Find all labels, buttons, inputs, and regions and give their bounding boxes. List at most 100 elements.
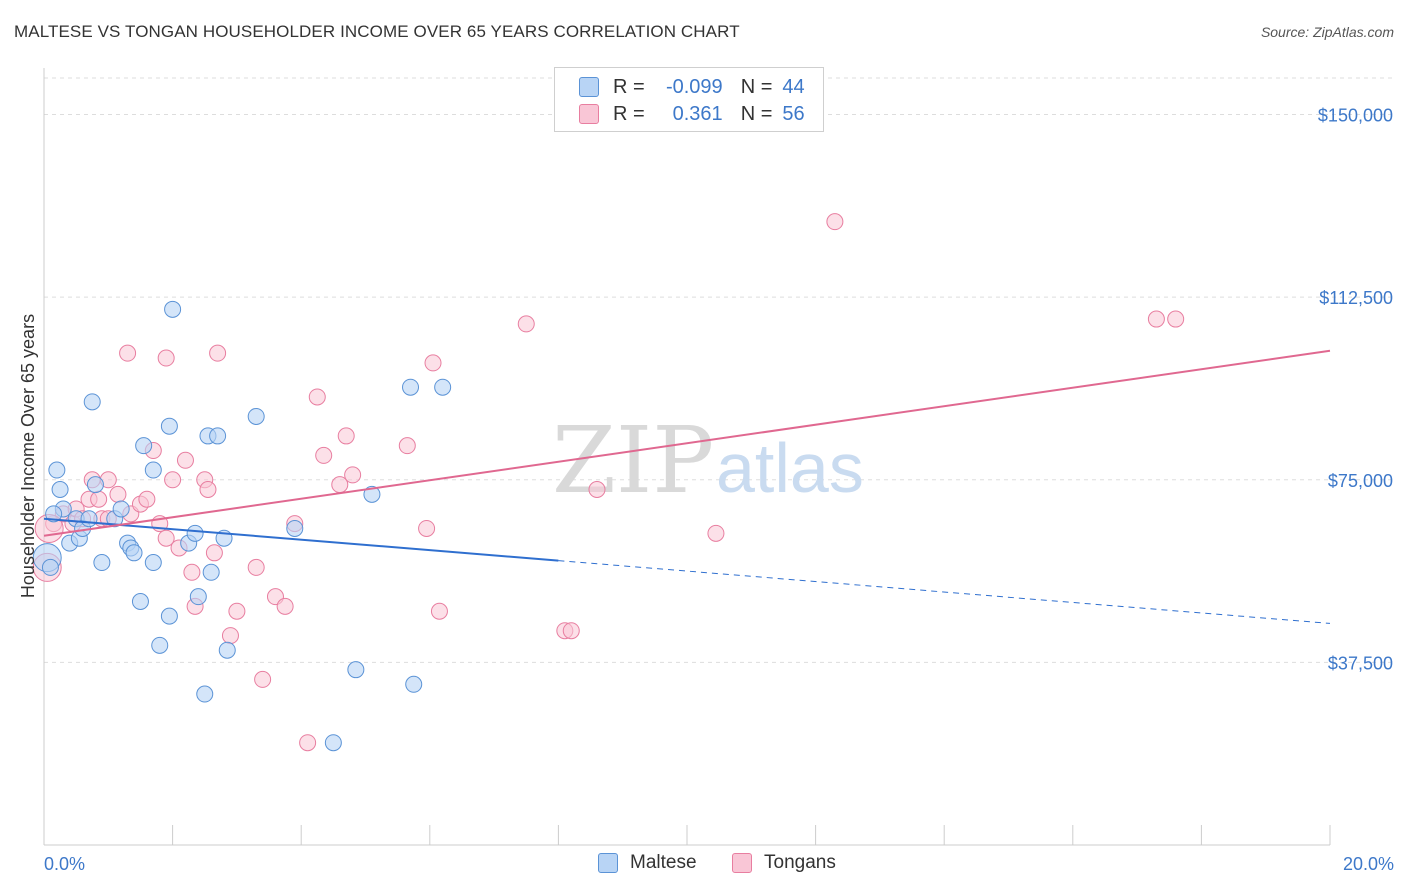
watermark-zip: ZIP <box>552 407 714 514</box>
y-tick-label: $75,000 <box>1328 471 1393 491</box>
tongans-swatch <box>732 853 752 873</box>
tongan-point <box>517 315 535 333</box>
tongan-point <box>562 622 580 640</box>
maltese-point <box>363 485 381 503</box>
maltese-point <box>286 519 304 537</box>
maltese-point <box>164 300 182 318</box>
tongan-point <box>228 602 246 620</box>
n-value: 56 <box>782 102 805 125</box>
tongan-point <box>119 344 137 362</box>
maltese-point <box>434 378 452 396</box>
maltese-point <box>144 554 162 572</box>
trend-lines <box>43 349 1331 624</box>
maltese-point <box>196 685 214 703</box>
x-tick-label-min: 0.0% <box>44 854 85 874</box>
maltese-trend-line <box>43 517 559 562</box>
maltese-point <box>189 588 207 606</box>
tongan-point <box>176 451 194 469</box>
tongan-point <box>247 558 265 576</box>
y-tick-label: $150,000 <box>1318 106 1393 126</box>
maltese-trend-extension <box>558 560 1331 624</box>
tongan-point <box>430 602 448 620</box>
tongan-point <box>315 446 333 464</box>
legend-item-maltese: Maltese <box>598 852 697 874</box>
tongan-point <box>707 524 725 542</box>
legend-item-tongans: Tongans <box>732 852 836 874</box>
maltese-point <box>218 641 236 659</box>
maltese-point <box>186 524 204 542</box>
maltese-point <box>160 607 178 625</box>
y-tick-label: $112,500 <box>1319 288 1393 308</box>
tongan-point <box>1147 310 1165 328</box>
tongan-point <box>826 213 844 231</box>
tongan-point <box>254 670 272 688</box>
maltese-point <box>51 481 69 499</box>
tongan-point <box>276 597 294 615</box>
tongan-point <box>1167 310 1185 328</box>
maltese-point <box>83 393 101 411</box>
tongan-point <box>398 437 416 455</box>
r-label: R = <box>613 75 645 98</box>
x-tick-label-max: 20.0% <box>1343 854 1394 874</box>
maltese-point <box>86 476 104 494</box>
maltese-point <box>151 636 169 654</box>
axes <box>43 68 1331 846</box>
maltese-point <box>347 661 365 679</box>
maltese-point <box>402 378 420 396</box>
n-value: 44 <box>782 75 805 98</box>
tongan-point <box>424 354 442 372</box>
tongan-point <box>205 544 223 562</box>
watermark-atlas: atlas <box>716 429 864 507</box>
maltese-point <box>48 461 66 479</box>
n-label: N = <box>740 75 773 98</box>
maltese-point <box>93 554 111 572</box>
tongan-point <box>588 481 606 499</box>
tongan-point <box>337 427 355 445</box>
tongan-point <box>199 481 217 499</box>
tongan-point <box>299 734 317 752</box>
maltese-point <box>41 558 59 576</box>
legend-row-tongans: R = 0.361 N = 56 <box>579 102 805 126</box>
tongans-swatch <box>579 104 599 124</box>
tongan-point <box>157 349 175 367</box>
tongan-point <box>138 490 156 508</box>
maltese-point <box>209 427 227 445</box>
correlation-legend: R = -0.099 N = 44 R = 0.361 N = 56 <box>554 67 824 132</box>
maltese-swatch <box>598 853 618 873</box>
maltese-point <box>202 563 220 581</box>
tongan-point <box>164 471 182 489</box>
tongan-point <box>418 519 436 537</box>
r-label: R = <box>613 102 645 125</box>
maltese-point <box>80 510 98 528</box>
tongan-point <box>109 485 127 503</box>
axis-labels: $37,500 $75,000 $112,500 $150,000 0.0% 20.0% H… <box>18 106 1394 874</box>
tongan-point <box>90 490 108 508</box>
maltese-point <box>144 461 162 479</box>
tongan-point <box>221 627 239 645</box>
tongan-point <box>344 466 362 484</box>
maltese-point <box>112 500 130 518</box>
maltese-point <box>131 593 149 611</box>
legend-label-tongans: Tongans <box>764 852 836 873</box>
maltese-swatch <box>579 77 599 97</box>
r-value: -0.099 <box>665 75 723 98</box>
r-value: 0.361 <box>672 102 723 125</box>
n-label: N = <box>740 102 773 125</box>
tongan-point <box>157 529 175 547</box>
maltese-point <box>45 505 63 523</box>
y-axis-title: Householder Income Over 65 years <box>18 314 38 598</box>
y-tick-label: $37,500 <box>1328 653 1393 673</box>
source-label: Source: ZipAtlas.com <box>1260 24 1394 40</box>
tongan-point <box>183 563 201 581</box>
maltese-point <box>324 734 342 752</box>
maltese-point <box>405 675 423 693</box>
tongan-point <box>209 344 227 362</box>
maltese-points <box>32 300 452 752</box>
maltese-point <box>125 544 143 562</box>
watermark: ZIP atlas <box>552 407 864 514</box>
chart-title: MALTESE VS TONGAN HOUSEHOLDER INCOME OVE… <box>14 22 740 41</box>
maltese-point <box>160 417 178 435</box>
maltese-point <box>247 407 265 425</box>
tongan-point <box>308 388 326 406</box>
